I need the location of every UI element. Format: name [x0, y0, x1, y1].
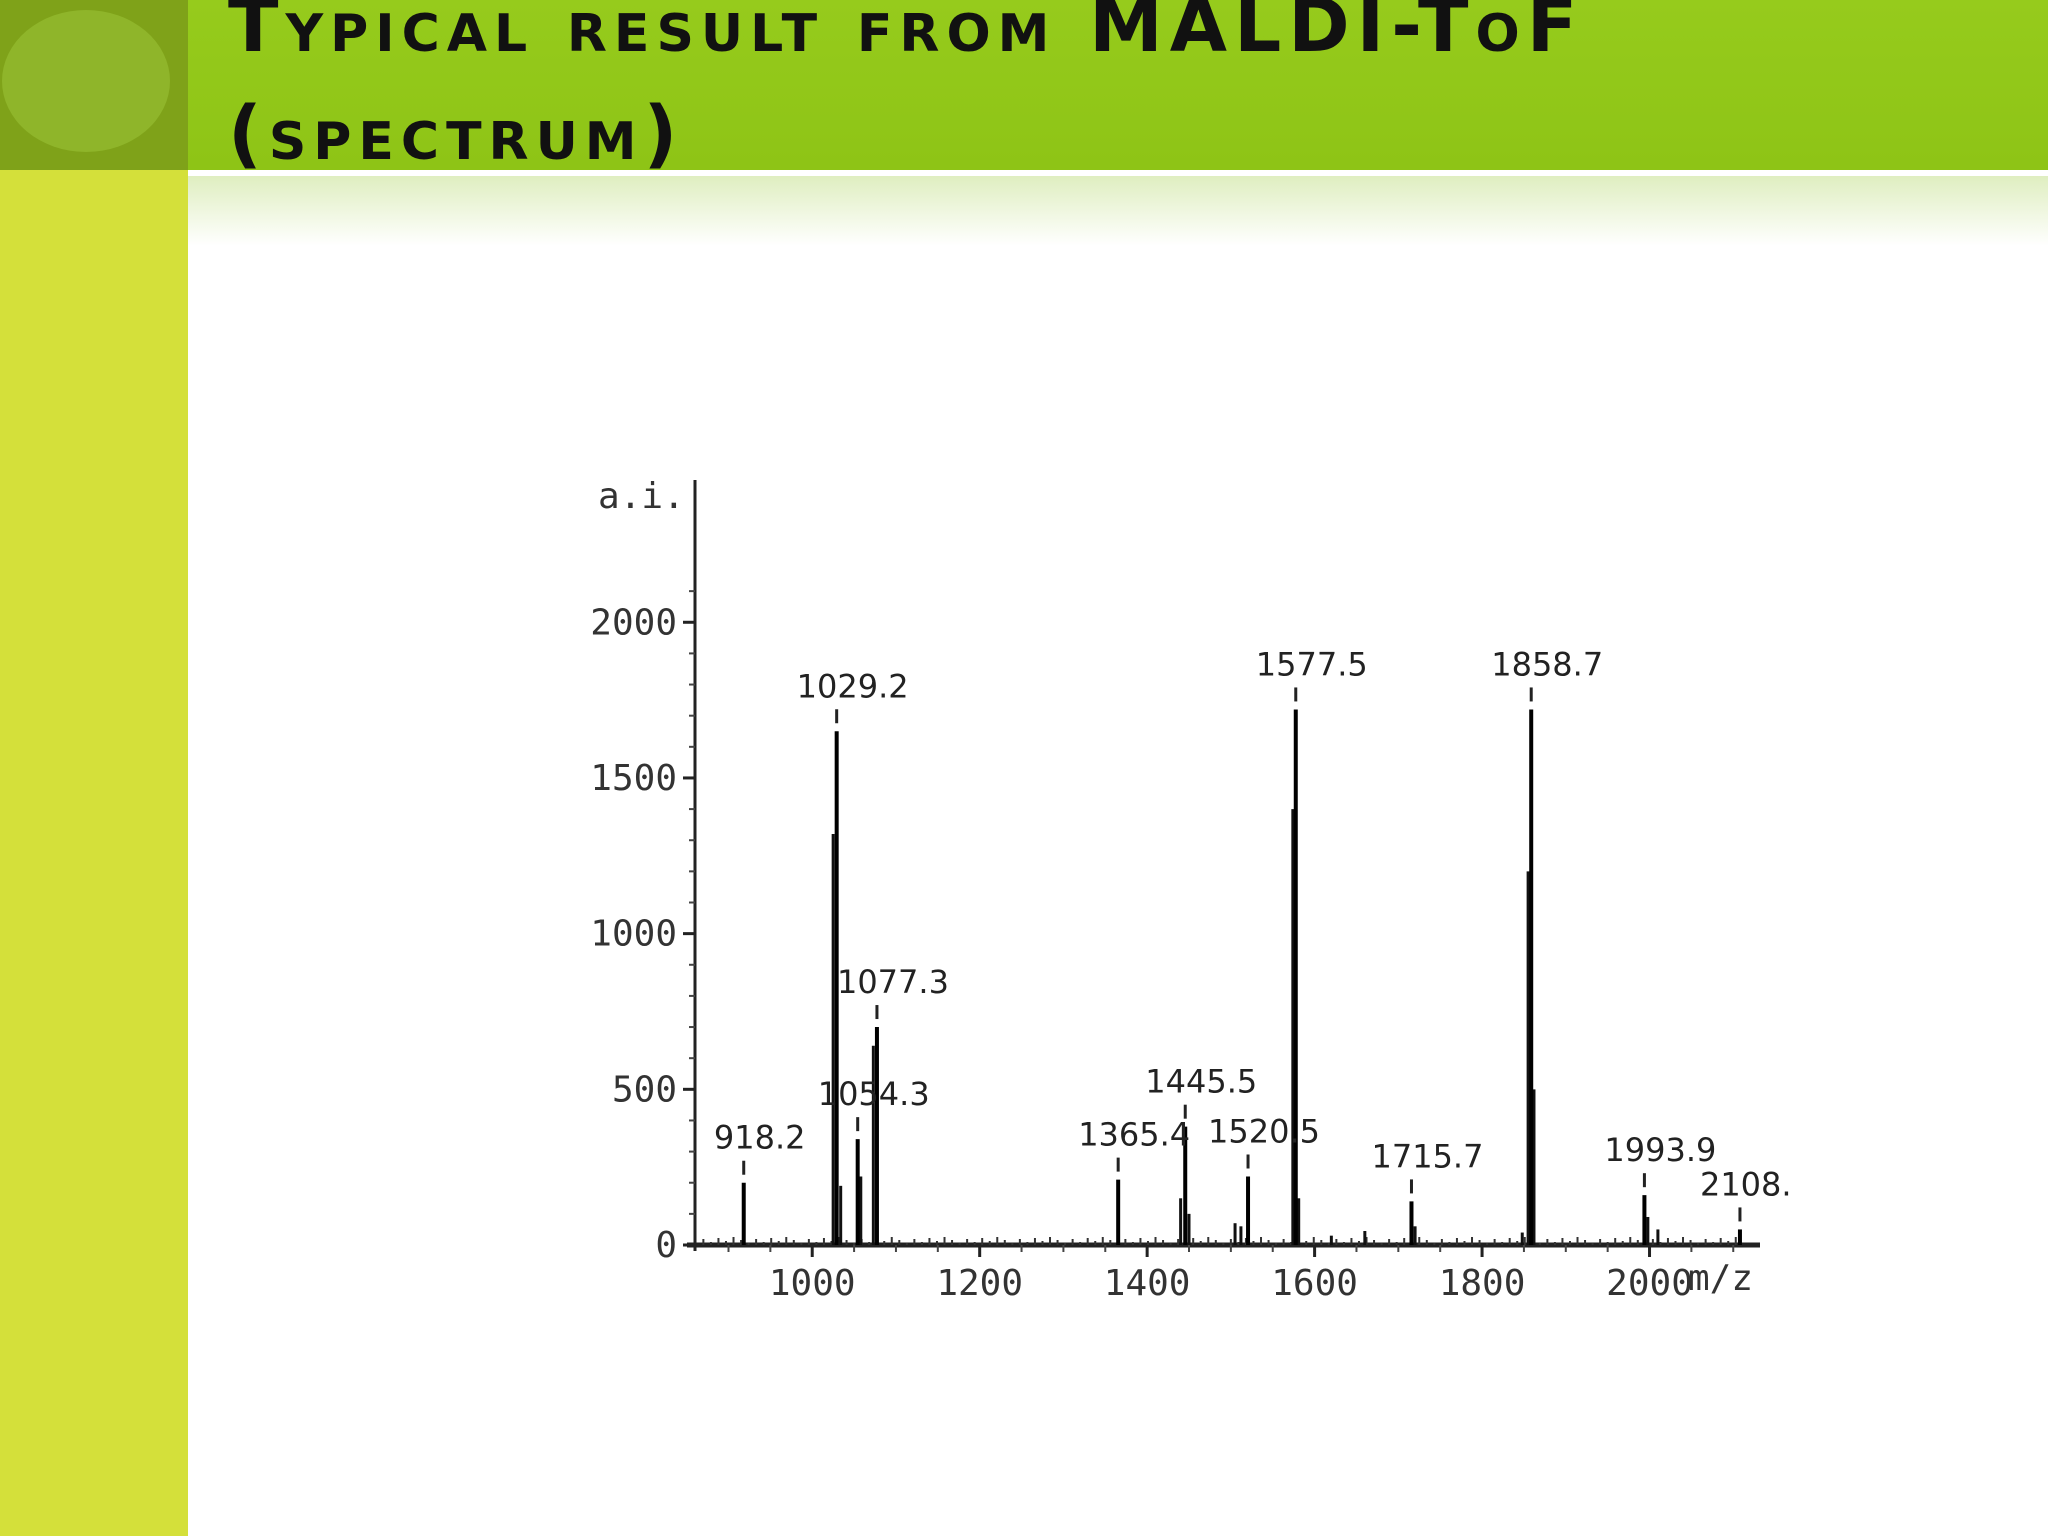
y-tick-label: 1000 [590, 914, 677, 955]
peak-label: 1029.2 [797, 667, 909, 705]
x-tick-label: 2000 [1606, 1263, 1693, 1304]
chart-ticks: 0 500 1000 1500 2000 1000 1200 1400 1600 1800 2000 [590, 590, 1735, 1304]
slide-title-line2: (spectrum) [228, 91, 685, 177]
y-tick-label: 2000 [590, 602, 677, 643]
x-tick-label: 1800 [1439, 1263, 1526, 1304]
corner-circle-decoration [2, 10, 170, 152]
y-axis-label: a.i. [598, 476, 685, 517]
chart-peak-labels: 918.2 1029.2 1054.3 1077.3 1365.4 1445.5 1520.… [714, 645, 1790, 1222]
peak-label: 1715.7 [1371, 1137, 1483, 1175]
y-tick-label: 0 [655, 1225, 677, 1266]
peak-label: 1858.7 [1491, 645, 1603, 683]
x-tick-label: 1400 [1104, 1263, 1191, 1304]
chart-peaks [702, 709, 1742, 1245]
corner-decoration [0, 0, 188, 170]
x-tick-label: 1000 [769, 1263, 856, 1304]
peak-label: 1577.5 [1256, 645, 1368, 683]
peak-label: 1993.9 [1604, 1131, 1716, 1169]
slide-title: Typical result from MALDI-ToF (spectrum) [228, 0, 1928, 188]
y-tick-label: 1500 [590, 758, 677, 799]
peak-label: 918.2 [714, 1119, 806, 1157]
title-fade-band [188, 176, 2048, 246]
y-tick-label: 500 [612, 1069, 677, 1110]
peak-label: 1445.5 [1145, 1063, 1257, 1101]
left-accent-bar [0, 0, 188, 1536]
x-axis-label: m/z [1688, 1258, 1753, 1299]
title-divider-line [188, 170, 2048, 176]
spectrum-chart: 0 500 1000 1500 2000 1000 1200 1400 1600 1800 2000… [540, 460, 1790, 1340]
title-bar [188, 0, 2048, 170]
peak-label: 1077.3 [837, 963, 949, 1001]
peak-label: 1365.4 [1078, 1116, 1190, 1154]
peak-label: 2108.0 [1700, 1165, 1790, 1203]
peak-label: 1520.5 [1208, 1113, 1320, 1151]
spectrum-chart-svg: 0 500 1000 1500 2000 1000 1200 1400 1600 1800 2000… [590, 476, 1790, 1304]
peak-label: 1054.3 [818, 1075, 930, 1113]
slide-title-line1: Typical result from MALDI-ToF [228, 0, 1585, 69]
x-tick-label: 1600 [1271, 1263, 1358, 1304]
x-tick-label: 1200 [936, 1263, 1023, 1304]
